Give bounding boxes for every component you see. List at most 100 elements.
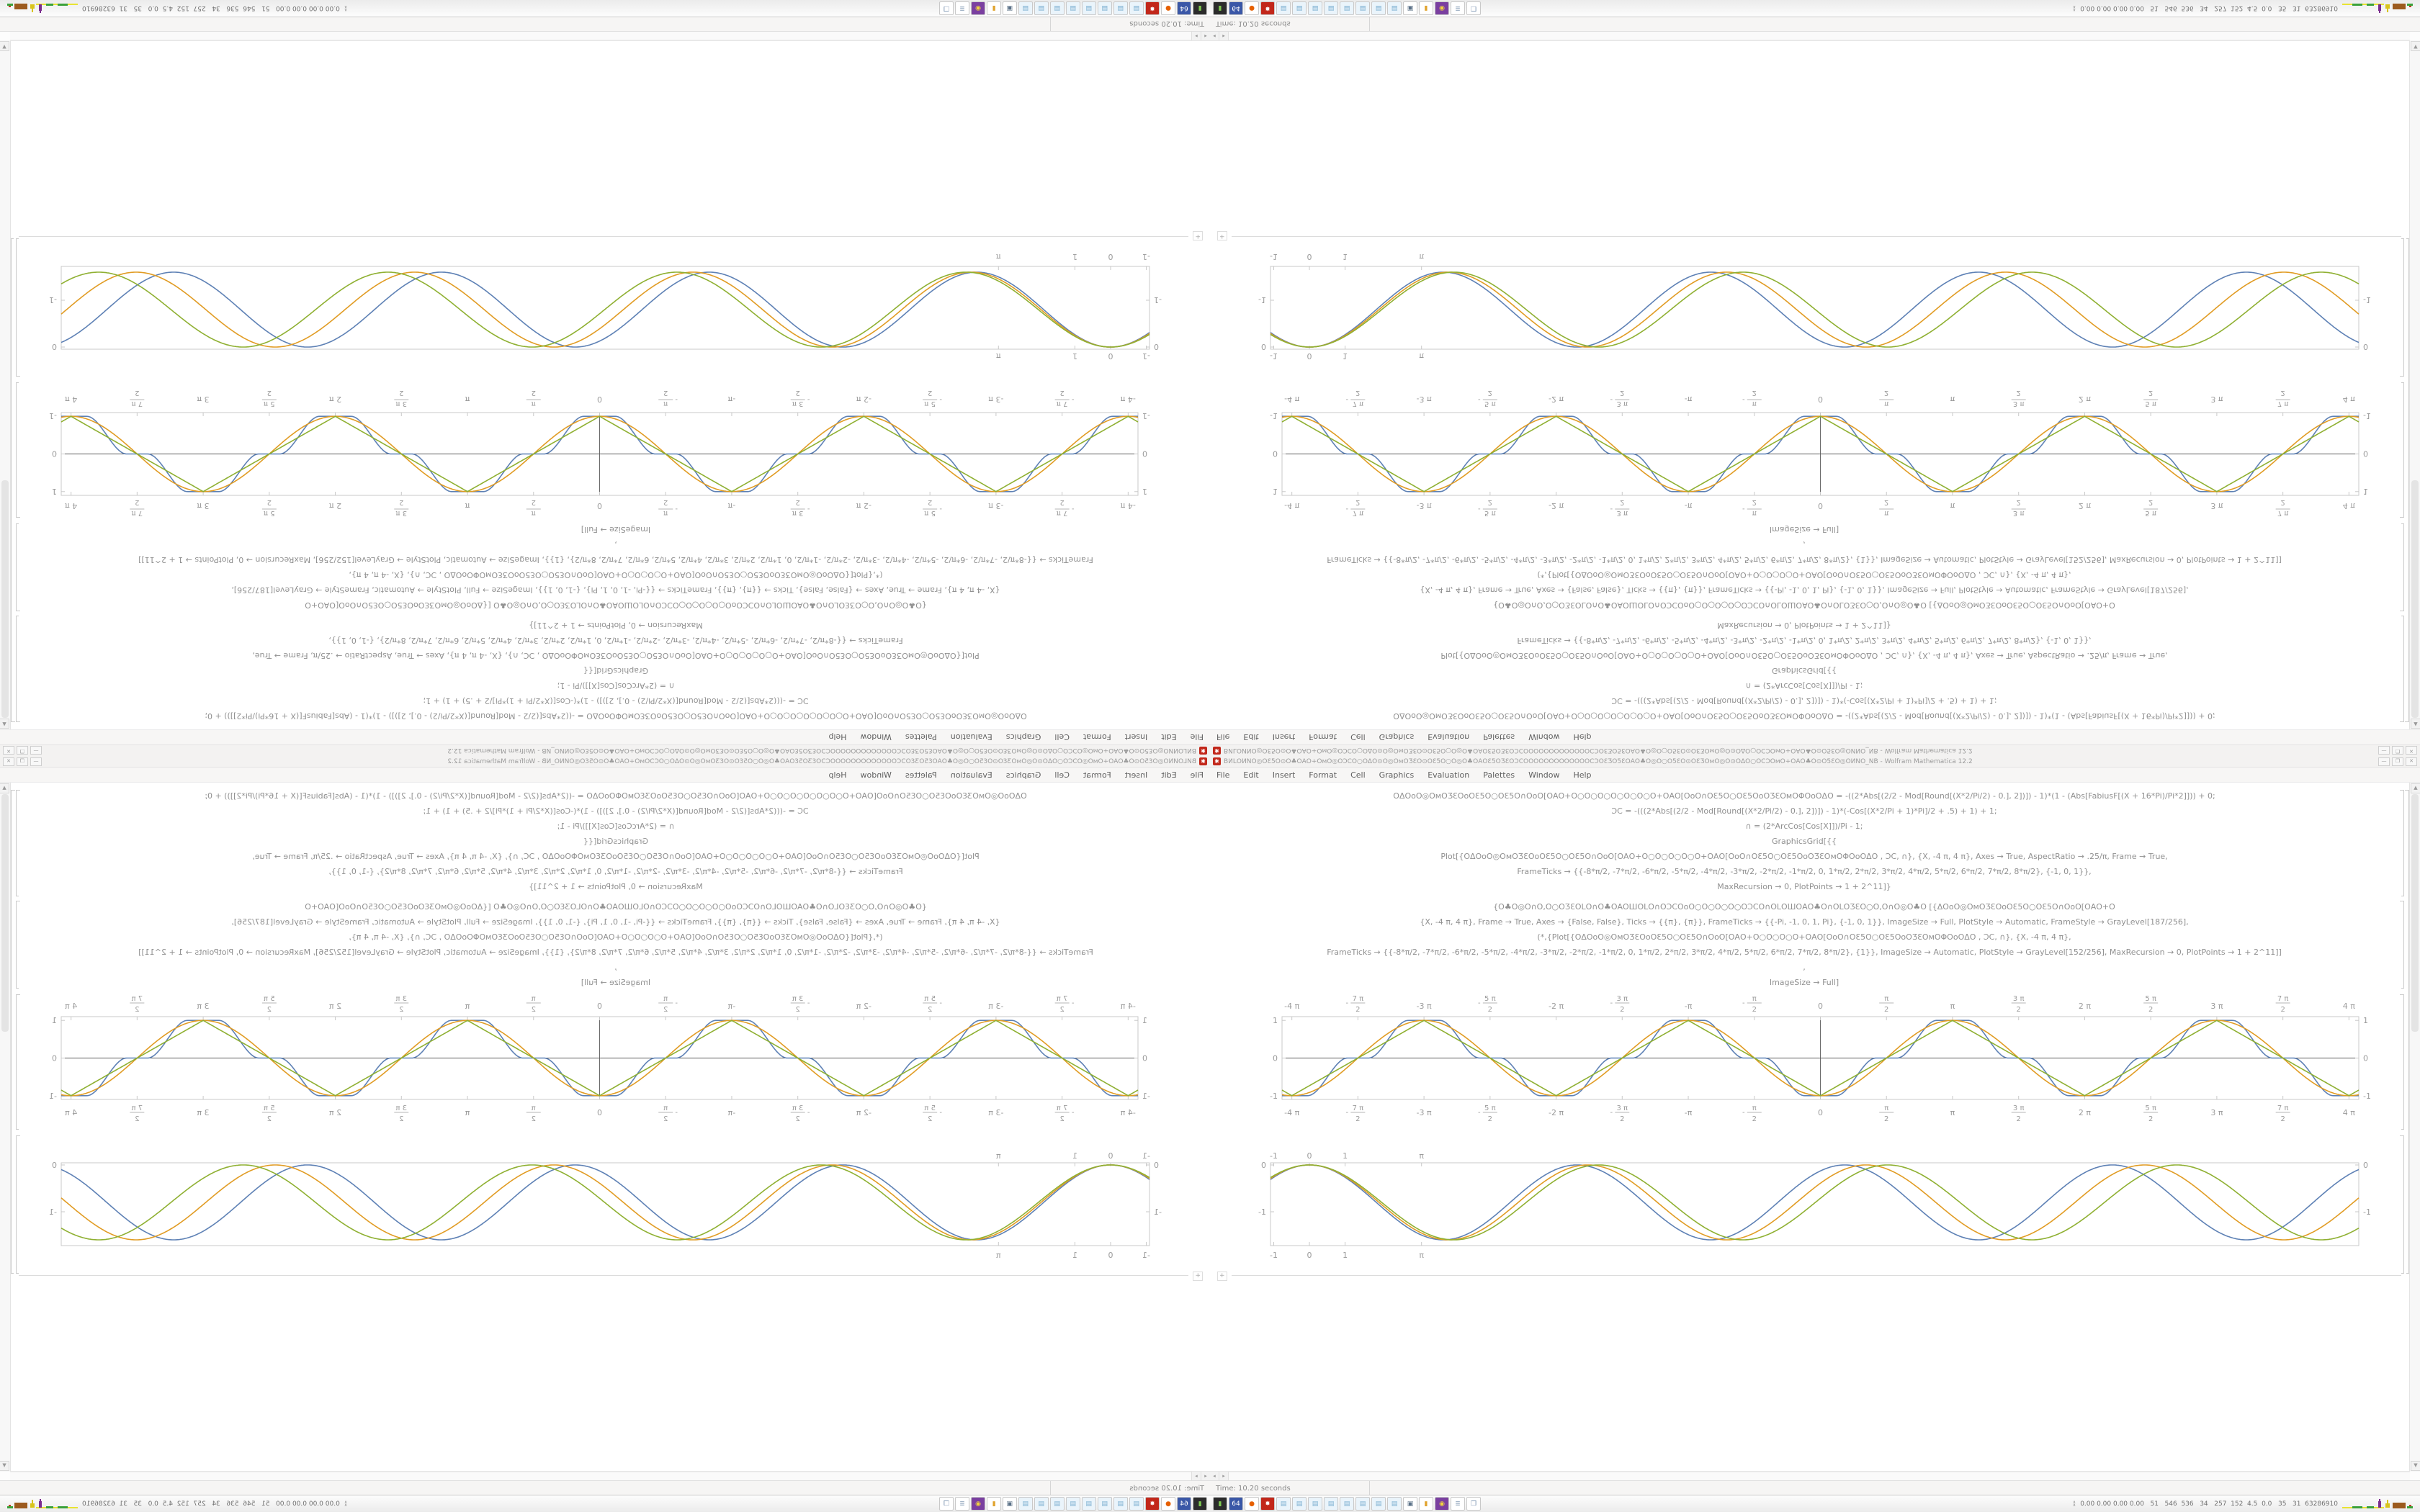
menu-window[interactable]: Window — [1528, 770, 1560, 780]
menu-edit[interactable]: Edit — [1243, 732, 1259, 742]
notebook-icon[interactable]: ▤ — [1082, 1497, 1096, 1511]
menu-file[interactable]: File — [1190, 770, 1204, 780]
code-cell[interactable]: {Ο♣Ο◎Ο∩Ο,Ο○ΟƷƐΟLΟ∩Ο♣ΟΑΟШΟLΟ∩ΟƆCΟοΟ○Ο○Ο○Ο… — [22, 899, 1210, 990]
menu-help[interactable]: Help — [1573, 732, 1592, 742]
menu-graphics[interactable]: Graphics — [1005, 770, 1041, 780]
horizontal-scrollbar[interactable]: ◂ ▸ — [1210, 1471, 2410, 1481]
notebook-icon[interactable]: ▤ — [1276, 1, 1291, 15]
cell-bracket[interactable] — [16, 994, 22, 1130]
minimize-button[interactable]: — — [2378, 757, 2390, 766]
window-titlebar[interactable]: ✱ ВИLΟИΝΟ◎ΟƐ5Ο⊙Ο♣ΟΑΟ+ΟмΟ◎ΟƆCΟ○ΟΔΟ⊙Ο◎ΟмΟƷ… — [1210, 756, 2420, 768]
horizontal-scrollbar[interactable]: ◂ ▸ — [10, 31, 1210, 41]
scrollbar-thumb[interactable] — [2411, 794, 2419, 1032]
notebook-icon[interactable]: ▤ — [1129, 1, 1144, 15]
notebook-icon[interactable]: ▤ — [1098, 1, 1112, 15]
scroll-left-button[interactable]: ◂ — [1210, 31, 1219, 40]
scrollbar-track[interactable] — [1229, 31, 2410, 40]
cell-bracket[interactable] — [16, 1135, 22, 1274]
menu-file[interactable]: File — [1190, 732, 1204, 742]
window-icon[interactable]: ❒ — [939, 1, 954, 15]
notebook-icon[interactable]: ▤ — [1292, 1, 1307, 15]
code-cell[interactable]: ΟΔΟοΟ◎ΟмΟƷƐΟοΟƐ5Ο○ΟƐ5Ο∩ΟοΟ[ΟΑΟ+Ο○Ο○Ο○Ο○Ο… — [1210, 618, 2398, 724]
menu-insert[interactable]: Insert — [1272, 770, 1296, 780]
notebook-icon[interactable]: ▤ — [1129, 1497, 1144, 1511]
menu-insert[interactable]: Insert — [1124, 732, 1148, 742]
scroll-icon[interactable]: ≣ — [955, 1, 969, 15]
cell-bracket[interactable] — [16, 901, 22, 989]
scroll-right-button[interactable]: ▸ — [1219, 31, 1229, 40]
folder-icon[interactable]: ▮ — [1419, 1, 1433, 15]
notebook-icon[interactable]: ▤ — [1276, 1497, 1291, 1511]
code-cell[interactable]: ΟΔΟοΟ◎ΟмΟƷƐΟοΟƐ5Ο○ΟƐ5Ο∩ΟοΟ[ΟΑΟ+Ο○Ο○Ο○Ο○Ο… — [1210, 788, 2398, 894]
terminal-icon[interactable]: ▮ — [1193, 1497, 1207, 1511]
cell-bracket[interactable] — [16, 523, 22, 611]
scroll-left-button[interactable]: ◂ — [1201, 31, 1210, 40]
close-button[interactable]: ✕ — [2406, 757, 2417, 766]
notebook-icon[interactable]: ▤ — [1113, 1497, 1128, 1511]
mathematica-icon[interactable]: ✸ — [1145, 1, 1160, 15]
chevron-up-icon[interactable]: ∧ ∧ — [344, 4, 348, 13]
floppy-64-icon[interactable]: 64 — [1177, 1, 1191, 15]
code-cell[interactable]: ΟΔΟοΟ◎ΟмΟƷƐΟοΟƐ5Ο○ΟƐ5Ο∩ΟοΟ[ΟΑΟ+Ο○Ο○Ο○Ο○Ο… — [22, 788, 1210, 894]
terminal-icon[interactable]: ▮ — [1213, 1497, 1227, 1511]
close-button[interactable]: ✕ — [3, 746, 14, 755]
menu-insert[interactable]: Insert — [1124, 770, 1148, 780]
scroll-right-button[interactable]: ▸ — [1191, 31, 1201, 40]
menu-format[interactable]: Format — [1083, 732, 1111, 742]
menu-graphics[interactable]: Graphics — [1379, 770, 1415, 780]
horizontal-scrollbar[interactable]: ◂ ▸ — [1210, 31, 2410, 41]
minimize-button[interactable]: — — [2378, 746, 2390, 755]
scroll-left-button[interactable]: ◂ — [1210, 1472, 1219, 1481]
window-titlebar[interactable]: ✱ ВИLΟИΝΟ◎ΟƐ5Ο⊙Ο♣ΟΑΟ+ΟмΟ◎ΟƆCΟ○ΟΔΟ⊙Ο◎ΟмΟƷ… — [0, 744, 1210, 756]
menu-format[interactable]: Format — [1309, 732, 1337, 742]
folder-icon[interactable]: ▮ — [987, 1, 1001, 15]
scroll-down-button[interactable]: ▼ — [2411, 41, 2420, 51]
notebook-icon[interactable]: ▤ — [1082, 1, 1096, 15]
restore-button[interactable]: ❐ — [17, 757, 28, 766]
menu-palettes[interactable]: Palettes — [1483, 770, 1515, 780]
menu-edit[interactable]: Edit — [1161, 770, 1177, 780]
menu-help[interactable]: Help — [828, 732, 847, 742]
cell-insert-button[interactable]: + — [1193, 1272, 1203, 1281]
scroll-icon[interactable]: ≣ — [955, 1497, 969, 1511]
scrollbar-track[interactable] — [10, 31, 1191, 40]
notebook-icon[interactable]: ▤ — [1308, 1, 1322, 15]
notebook-icon[interactable]: ▤ — [1387, 1497, 1402, 1511]
code-cell[interactable]: {Ο♣Ο◎Ο∩Ο,Ο○ΟƷƐΟLΟ∩Ο♣ΟΑΟШΟLΟ∩ΟƆCΟοΟ○Ο○Ο○Ο… — [22, 522, 1210, 613]
mathematica-icon[interactable]: ✸ — [1260, 1, 1275, 15]
wave-plot-dip[interactable]: -1 -1 0 0 1 1 π π 0 0 -1 -1 — [1210, 231, 2398, 378]
notebook-icon[interactable]: ▤ — [1018, 1, 1033, 15]
firefox-icon[interactable]: ● — [1161, 1, 1175, 15]
menu-graphics[interactable]: Graphics — [1379, 732, 1415, 742]
menu-window[interactable]: Window — [860, 770, 892, 780]
notebook-icon[interactable]: ▤ — [1066, 1497, 1080, 1511]
notebook-icon[interactable]: ▤ — [1113, 1, 1128, 15]
chevron-up-icon[interactable]: ∧ ∧ — [2072, 1499, 2076, 1508]
menu-insert[interactable]: Insert — [1272, 732, 1296, 742]
menu-palettes[interactable]: Palettes — [905, 770, 937, 780]
firefox-icon[interactable]: ● — [1161, 1497, 1175, 1511]
menu-file[interactable]: File — [1216, 770, 1230, 780]
scroll-right-button[interactable]: ▸ — [1219, 1472, 1229, 1481]
notebook-icon[interactable]: ▤ — [1387, 1, 1402, 15]
menu-cell[interactable]: Cell — [1350, 732, 1366, 742]
floppy-64-icon[interactable]: 64 — [1229, 1497, 1243, 1511]
notebook-icon[interactable]: ▤ — [1324, 1497, 1338, 1511]
code-cell[interactable]: {Ο♣Ο◎Ο∩Ο,Ο○ΟƷƐΟLΟ∩Ο♣ΟΑΟШΟLΟ∩ΟƆCΟοΟ○Ο○Ο○Ο… — [1210, 899, 2398, 990]
scrollbar-thumb[interactable] — [1, 480, 9, 718]
window-titlebar[interactable]: ✱ ВИLΟИΝΟ◎ΟƐ5Ο⊙Ο♣ΟΑΟ+ΟмΟ◎ΟƆCΟ○ΟΔΟ⊙Ο◎ΟмΟƷ… — [1210, 744, 2420, 756]
scroll-down-button[interactable]: ▼ — [2411, 1461, 2420, 1471]
menu-format[interactable]: Format — [1309, 770, 1337, 780]
notebook-icon[interactable]: ▤ — [1034, 1497, 1049, 1511]
window-titlebar[interactable]: ✱ ВИLΟИΝΟ◎ΟƐ5Ο⊙Ο♣ΟΑΟ+ΟмΟ◎ΟƆCΟ○ΟΔΟ⊙Ο◎ΟмΟƷ… — [0, 756, 1210, 768]
scroll-up-button[interactable]: ▲ — [0, 783, 9, 793]
cell-group-bracket[interactable] — [11, 238, 17, 722]
cell-insert-button[interactable]: + — [1217, 231, 1227, 240]
folder-icon[interactable]: ▮ — [987, 1497, 1001, 1511]
notebook-icon[interactable]: ▤ — [1050, 1, 1065, 15]
menu-evaluation[interactable]: Evaluation — [950, 732, 992, 742]
minimize-button[interactable]: — — [30, 757, 42, 766]
cell-bracket[interactable] — [16, 616, 22, 722]
cell-bracket[interactable] — [2398, 790, 2404, 896]
